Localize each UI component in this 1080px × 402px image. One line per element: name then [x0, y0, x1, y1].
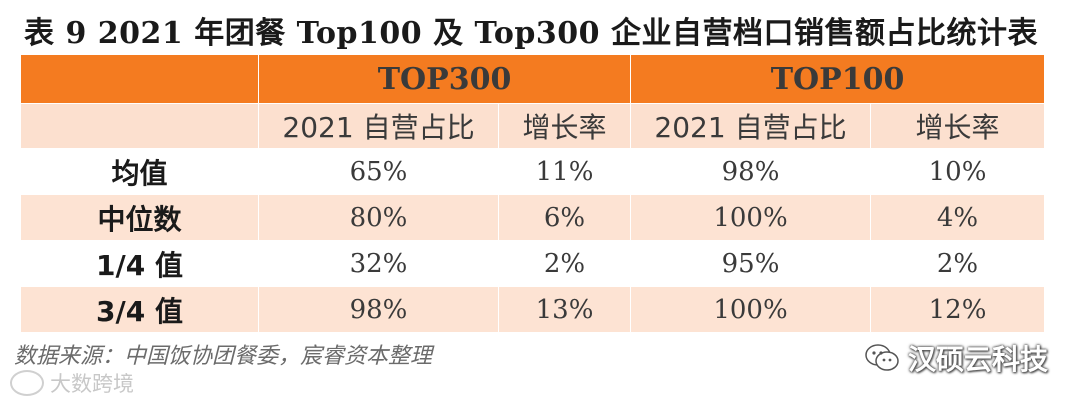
table-cell: 6%: [497, 194, 632, 241]
sub-header-row: 2021 自营占比 增长率 2021 自营占比 增长率: [20, 103, 1046, 149]
sub-header: 2021 自营占比: [258, 103, 499, 149]
table-cell: 98%: [630, 148, 872, 195]
table-cell: 32%: [258, 240, 499, 287]
source-note: 数据来源：中国饭协团餐委，宸睿资本整理: [14, 344, 433, 369]
row-label: 1/4 值: [20, 240, 259, 287]
table-cell: 10%: [870, 148, 1046, 195]
group-header-top300: TOP300: [257, 54, 632, 104]
watermark-left: 大数跨境: [10, 368, 134, 398]
watermark-logo-icon: [10, 370, 44, 396]
row-label: 3/4 值: [20, 286, 259, 333]
watermark-right: 汉硕云科技: [864, 338, 1048, 378]
table-row: 中位数 80% 6% 100% 4%: [20, 194, 1046, 241]
corner-cell: [20, 54, 259, 104]
wechat-icon: [865, 344, 899, 371]
watermark-left-text: 大数跨境: [50, 372, 134, 396]
row-label: 均值: [20, 148, 259, 195]
table-cell: 98%: [258, 286, 499, 333]
table-cell: 2%: [870, 240, 1046, 287]
table-row: 1/4 值 32% 2% 95% 2%: [20, 240, 1046, 287]
table-title: 表 9 2021 年团餐 Top100 及 Top300 企业自营档口销售额占比…: [24, 16, 1038, 51]
group-header-top100: TOP100: [630, 54, 1046, 104]
table-cell: 2%: [497, 240, 632, 287]
corner-cell-sub: [20, 103, 259, 149]
table-row: 均值 65% 11% 98% 10%: [20, 148, 1046, 195]
table-row: 3/4 值 98% 13% 100% 12%: [20, 286, 1046, 333]
table-cell: 80%: [258, 194, 499, 241]
table-cell: 100%: [630, 286, 872, 333]
table-cell: 11%: [497, 148, 632, 195]
sub-header: 增长率: [497, 103, 632, 149]
group-header-row: TOP300 TOP100: [20, 54, 1046, 104]
table-cell: 4%: [870, 194, 1046, 241]
table-cell: 100%: [630, 194, 872, 241]
row-label: 中位数: [20, 194, 259, 241]
watermark-right-text: 汉硕云科技: [907, 343, 1048, 376]
table-cell: 13%: [497, 286, 632, 333]
sub-header: 增长率: [870, 103, 1046, 149]
table-cell: 65%: [258, 148, 499, 195]
table-cell: 95%: [630, 240, 872, 287]
sub-header: 2021 自营占比: [630, 103, 872, 149]
data-table: TOP300 TOP100 2021 自营占比 增长率 2021 自营占比 增长…: [20, 54, 1046, 333]
table-cell: 12%: [870, 286, 1046, 333]
